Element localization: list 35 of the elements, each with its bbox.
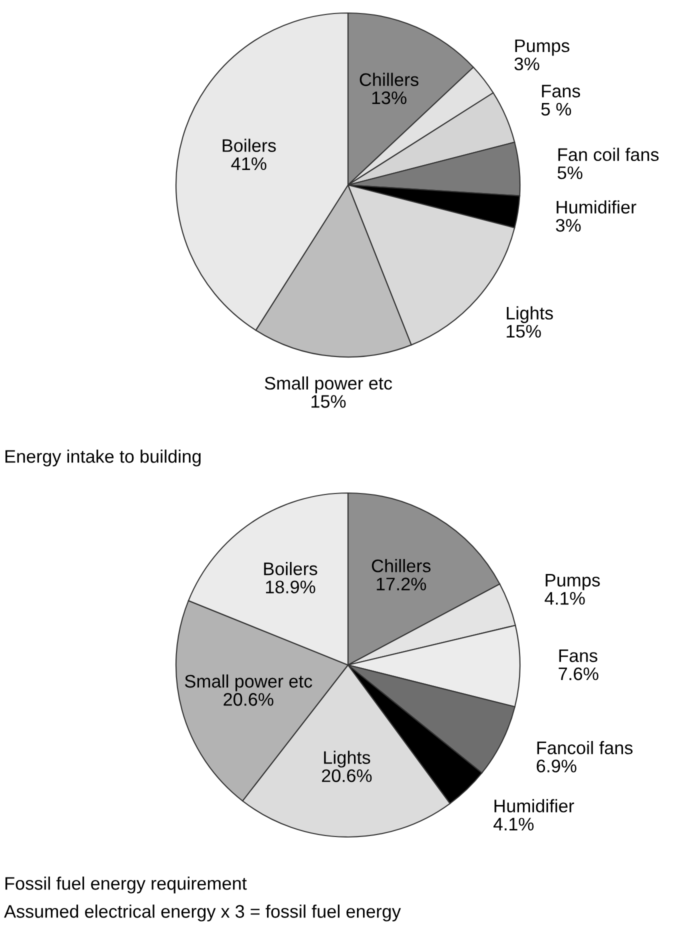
slice-label: Boilers <box>222 138 276 152</box>
data-label: 15% <box>312 395 346 408</box>
slice-label: Fan coil fans <box>558 148 659 162</box>
data-label: 6.9% <box>536 760 576 772</box>
data-label: 4.1% <box>493 818 534 830</box>
data-label: 20.6% <box>224 693 274 706</box>
slice-label: Small power etc <box>184 674 312 692</box>
slice-label: Small power etc <box>264 376 392 394</box>
slice-label: Boilers <box>264 562 318 576</box>
slice-label: Chillers <box>360 72 418 86</box>
slice-label: Lights <box>506 306 553 324</box>
data-label: 3% <box>556 218 581 232</box>
data-label: 18.9% <box>266 580 316 594</box>
slice-label: Lights <box>324 750 370 768</box>
data-label: 13% <box>372 91 406 104</box>
slice-label: Pumps <box>546 574 600 590</box>
slice-label: Humidifier <box>556 200 636 214</box>
data-label: 41% <box>231 157 266 170</box>
data-label: 4.1% <box>544 592 585 605</box>
text: Energy intake to building <box>5 450 201 466</box>
data-label: 17.2% <box>376 578 426 590</box>
data-label: 20.6% <box>322 769 372 782</box>
slice-label: Fans <box>542 84 580 98</box>
data-label: 5% <box>558 166 582 180</box>
slice-label: Pumps <box>515 40 570 56</box>
slice-label: Humidifier <box>494 799 574 812</box>
data-label: 15% <box>506 324 541 338</box>
slice-label: Chillers <box>372 559 431 572</box>
data-label: 5 % <box>541 102 572 116</box>
data-label: 3% <box>514 58 540 70</box>
data-label: 7.6% <box>558 667 598 680</box>
slice-label: Fans <box>559 649 598 662</box>
text: Assumed electrical energy x 3 = fossil fuel energy <box>4 904 401 922</box>
slice-label: Fancoil fans <box>537 741 633 754</box>
text: Fossil fuel energy requirement <box>5 876 247 894</box>
